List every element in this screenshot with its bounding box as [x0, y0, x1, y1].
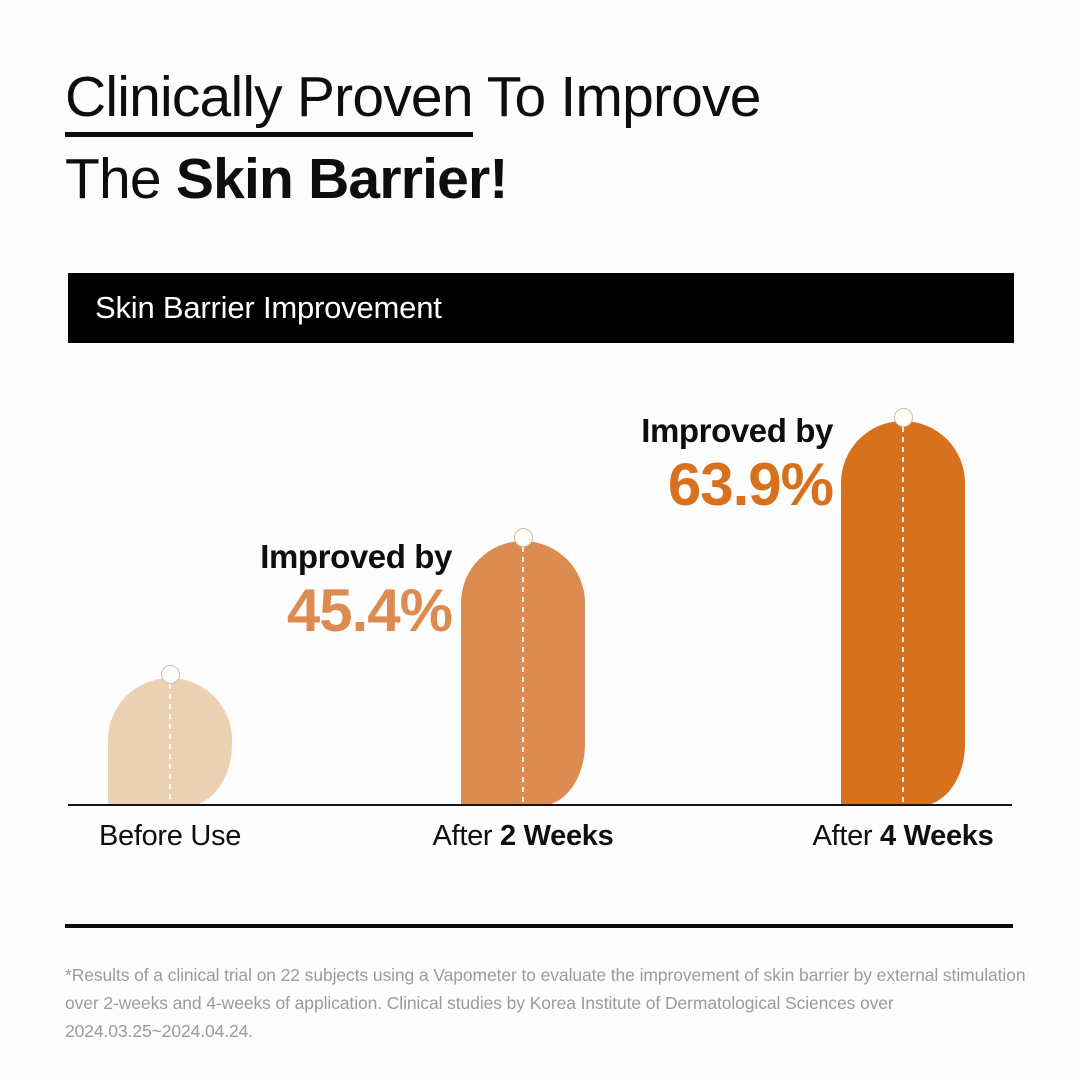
title-underlined-text: Clinically Proven	[65, 65, 474, 137]
x-axis-line	[68, 804, 1012, 806]
category-label-regular: Before Use	[98, 820, 242, 852]
category-label-after-4-weeks: After 4 Weeks	[733, 820, 1073, 853]
annotation-after-2-weeks: Improved by 45.4%	[260, 536, 453, 644]
category-label-regular: After	[432, 820, 501, 852]
title-line-2: The Skin Barrier!	[65, 138, 761, 220]
category-label-regular: After	[812, 820, 881, 852]
section-banner: Skin Barrier Improvement	[68, 273, 1014, 343]
title-line2-regular: The	[65, 147, 176, 211]
footnote: *Results of a clinical trial on 22 subje…	[65, 961, 1080, 1045]
bar-top-marker-dot-before-use	[160, 665, 180, 684]
bar-center-dashed-line-after-4-weeks	[902, 427, 904, 802]
category-label-bold: 2 Weeks	[500, 820, 614, 852]
annotation-label: Improved by	[260, 538, 452, 575]
footer-divider-line	[65, 924, 1013, 928]
annotation-after-4-weeks: Improved by 63.9%	[641, 410, 834, 518]
bar-top-marker-dot-after-2-weeks	[513, 528, 533, 547]
title-line1-rest: To Improve	[472, 65, 762, 129]
footnote-line-2: over 2-weeks and 4-weeks of application.…	[65, 993, 894, 1041]
section-banner-label: Skin Barrier Improvement	[95, 290, 442, 325]
annotation-label: Improved by	[641, 412, 833, 449]
annotation-value: 63.9%	[667, 451, 834, 518]
category-label-before-use: Before Use	[0, 820, 340, 853]
annotation-value: 45.4%	[286, 577, 453, 644]
category-label-bold: 4 Weeks	[880, 820, 994, 852]
title-line-1: Clinically Proven To Improve	[65, 56, 761, 138]
bar-top-marker-dot-after-4-weeks	[893, 408, 913, 427]
page-title: Clinically Proven To Improve The Skin Ba…	[65, 56, 761, 220]
bar-center-dashed-line-after-2-weeks	[522, 547, 524, 802]
bar-center-dashed-line-before-use	[169, 684, 171, 802]
category-label-after-2-weeks: After 2 Weeks	[353, 820, 693, 853]
footnote-line-1: *Results of a clinical trial on 22 subje…	[65, 965, 1026, 985]
title-line2-bold: Skin Barrier!	[175, 147, 509, 211]
